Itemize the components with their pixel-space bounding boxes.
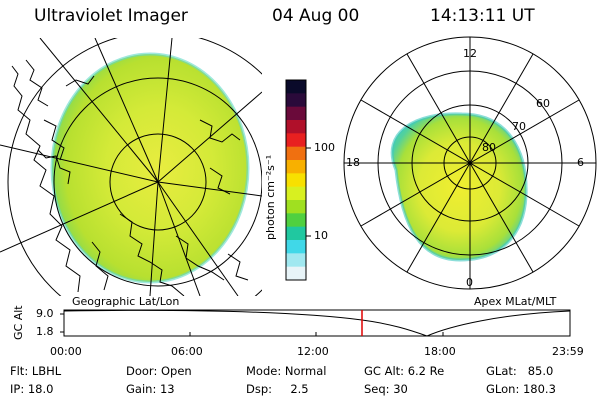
- colorbar-band: [286, 240, 306, 254]
- timeline-time-tick: 18:00: [424, 345, 456, 358]
- timeline-y-tick: 9.0: [36, 307, 54, 320]
- geographic-map: [0, 38, 262, 296]
- timeline-time-tick: 23:59: [552, 345, 584, 358]
- info-ip: IP: 18.0: [10, 382, 54, 396]
- colorbar-unit-label: photon cm⁻²s⁻¹: [264, 154, 277, 240]
- mlat-label-60: 60: [536, 97, 550, 110]
- colorbar-frame: [285, 79, 307, 281]
- timeline-frame: [63, 309, 571, 337]
- info-flt: Flt: LBHL: [10, 364, 62, 378]
- colorbar-band: [286, 226, 306, 241]
- colorbar-band: [286, 173, 306, 188]
- colorbar-band: [286, 253, 306, 268]
- info-mode: Mode: Normal: [246, 364, 327, 378]
- mag-panel-label: Apex MLat/MLT: [474, 295, 557, 308]
- geo-boundary-circle: [7, 38, 262, 296]
- colorbar-band: [286, 120, 306, 134]
- altitude-timeline: [60, 309, 571, 337]
- timeline-y-tick: 1.8: [36, 325, 54, 338]
- geo-panel-label: Geographic Lat/Lon: [72, 295, 180, 308]
- magnetic-polar-plot: [343, 36, 597, 290]
- colorbar-band: [286, 213, 306, 228]
- info-seq: Seq: 30: [364, 382, 408, 396]
- colorbar-band: [286, 186, 306, 201]
- colorbar-tick-label: 100: [314, 141, 335, 154]
- colorbar-band: [286, 160, 306, 174]
- timeline-time-tick: 06:00: [171, 345, 203, 358]
- info-gc-alt: GC Alt: 6.2 Re: [364, 364, 445, 378]
- timeline-ticks: [189, 332, 444, 336]
- colorbar-band: [286, 266, 306, 281]
- mlt-label-0: 0: [466, 276, 473, 289]
- info-door: Door: Open: [126, 364, 192, 378]
- colorbar-band: [286, 146, 306, 161]
- geo-lat-circle: [53, 77, 262, 287]
- mlat-label-70: 70: [512, 120, 526, 133]
- info-glat: GLat: 85.0: [486, 364, 554, 378]
- geo-coastlines: [11, 59, 249, 296]
- timeline-time-tick: 12:00: [297, 345, 329, 358]
- colorbar-tick-label: 10: [314, 229, 328, 242]
- info-glon: GLon: 180.3: [486, 382, 556, 396]
- mlt-label-6: 6: [577, 156, 584, 169]
- geo-lat-circle: [109, 133, 207, 231]
- instrument-title: Ultraviolet Imager: [34, 6, 188, 26]
- mlt-label-18: 18: [346, 156, 360, 169]
- info-gain: Gain: 13: [126, 382, 175, 396]
- timeline-axis-label: GC Alt: [12, 305, 25, 340]
- geo-meridians: [0, 38, 262, 296]
- mlat-label-80: 80: [482, 141, 496, 154]
- info-dsp: Dsp: 2.5: [246, 382, 309, 396]
- mag-mlt-lines: [344, 37, 596, 289]
- geo-auroral-image: [52, 54, 248, 282]
- colorbar-band: [286, 93, 306, 108]
- colorbar-band: [286, 133, 306, 148]
- timeline-time-tick: 00:00: [50, 345, 82, 358]
- header-time: 14:13:11 UT: [430, 6, 535, 26]
- colorbar-band: [286, 106, 306, 121]
- colorbar-band: [286, 80, 306, 94]
- colorbar-band: [286, 200, 306, 214]
- colorbar: [285, 79, 311, 281]
- header-date: 04 Aug 00: [272, 6, 360, 26]
- mlt-label-12: 12: [463, 47, 477, 60]
- gc-altitude-curve: [63, 309, 571, 337]
